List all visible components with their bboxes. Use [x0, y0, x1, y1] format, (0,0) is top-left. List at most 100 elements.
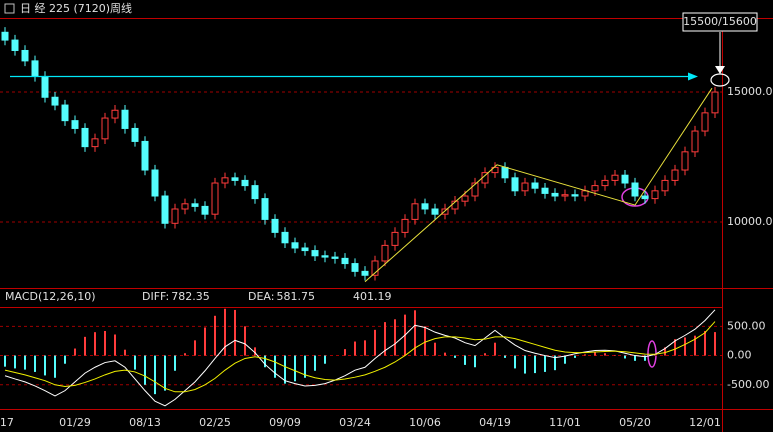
candle-body: [381, 244, 389, 262]
candle-body: [521, 182, 529, 192]
candle-body: [491, 166, 499, 174]
candle-body: [321, 255, 329, 258]
candle-body: [711, 91, 719, 114]
candle-body: [541, 187, 549, 194]
candle-body: [341, 257, 349, 265]
candle-body: [311, 250, 319, 257]
candle-body: [431, 208, 439, 215]
x-tick-label: 11/01: [549, 416, 581, 429]
macd-value: 401.19: [353, 290, 392, 303]
candle-body: [71, 120, 79, 129]
x-tick-label: 02/25: [199, 416, 231, 429]
candle-body: [591, 185, 599, 192]
candle-body: [371, 260, 379, 276]
candle-body: [471, 182, 479, 197]
candle-body: [241, 179, 249, 187]
x-tick-label: 08/13: [129, 416, 161, 429]
x-tick-label: 09/09: [269, 416, 301, 429]
candle-body: [391, 231, 399, 246]
candle-body: [691, 130, 699, 153]
candle-body: [571, 194, 579, 197]
candle-body: [31, 60, 39, 77]
y-tick-label: 0.00: [727, 349, 752, 362]
candle-body: [461, 195, 469, 202]
candle-body: [131, 127, 139, 142]
candle-body: [651, 190, 659, 200]
candle-body: [101, 117, 109, 140]
macd-line: [4, 321, 716, 393]
candle-body: [191, 203, 199, 207]
candle-body: [441, 208, 449, 215]
annotation-arrowhead: [715, 66, 725, 74]
candle-body: [531, 182, 539, 189]
candle-body: [551, 192, 559, 197]
annotation-box: [682, 12, 758, 32]
candle-body: [21, 49, 29, 62]
candle-body: [211, 182, 219, 215]
candle-body: [301, 247, 309, 252]
candle-body: [141, 140, 149, 171]
y-tick-label: 15000.00: [727, 85, 773, 98]
x-tick-label: 12/01: [689, 416, 721, 429]
candle-body: [61, 104, 69, 122]
title-icon: [4, 3, 15, 14]
x-tick-label: 01/29: [59, 416, 91, 429]
candle-body: [171, 208, 179, 224]
candle-body: [411, 203, 419, 220]
x-tick-label: 03/24: [339, 416, 371, 429]
candle-body: [1, 31, 9, 41]
candle-body: [291, 242, 299, 249]
candle-body: [611, 174, 619, 181]
candle-body: [621, 174, 629, 184]
x-tick-label: 04/19: [479, 416, 511, 429]
candle-body: [201, 205, 209, 215]
macd-title: MACD(12,26,10): [5, 290, 96, 303]
panel-borders: [0, 18, 773, 432]
candle-body: [261, 198, 269, 220]
candle-body: [331, 256, 339, 259]
candle-body: [511, 177, 519, 192]
legend-value: 782.35: [171, 290, 210, 303]
legend-label: DIFF:: [142, 290, 169, 303]
candle-body: [231, 177, 239, 181]
candle-body: [41, 75, 49, 98]
candle-body: [81, 127, 89, 148]
trend-line: [364, 87, 713, 283]
candle-body: [121, 109, 129, 129]
candle-body: [681, 151, 689, 171]
y-tick-label: -500.00: [727, 378, 769, 391]
y-tick-label: 10000.00: [727, 215, 773, 228]
candle-body: [421, 203, 429, 210]
candle-body: [111, 109, 119, 119]
macd-line: [4, 309, 716, 407]
candle-body: [351, 263, 359, 272]
candle-body: [601, 179, 609, 187]
candle-body: [401, 218, 409, 233]
candle-body: [561, 194, 569, 197]
x-tick-label: /17: [0, 416, 14, 429]
candle-body: [51, 96, 59, 106]
candle-body: [11, 39, 19, 51]
candle-body: [661, 179, 669, 192]
y-tick-label: 500.00: [727, 319, 766, 332]
candle-body: [361, 270, 369, 276]
legend-value: 581.75: [276, 290, 315, 303]
legend-label: DEA:: [248, 290, 274, 303]
candle-body: [501, 166, 509, 179]
annotation-text: 15500/15600: [683, 15, 757, 28]
chart-title: 日 经 225 (7120)周线: [20, 1, 132, 15]
candle-body: [91, 138, 99, 148]
candle-body: [221, 177, 229, 184]
candle-body: [271, 218, 279, 233]
target-arrowhead: [688, 72, 698, 81]
candle-body: [251, 185, 259, 200]
candle-body: [641, 195, 649, 200]
candle-body: [281, 231, 289, 244]
candle-body: [151, 169, 159, 197]
candle-body: [631, 182, 639, 197]
candle-body: [701, 112, 709, 132]
candle-body: [671, 169, 679, 181]
x-tick-label: 10/06: [409, 416, 441, 429]
